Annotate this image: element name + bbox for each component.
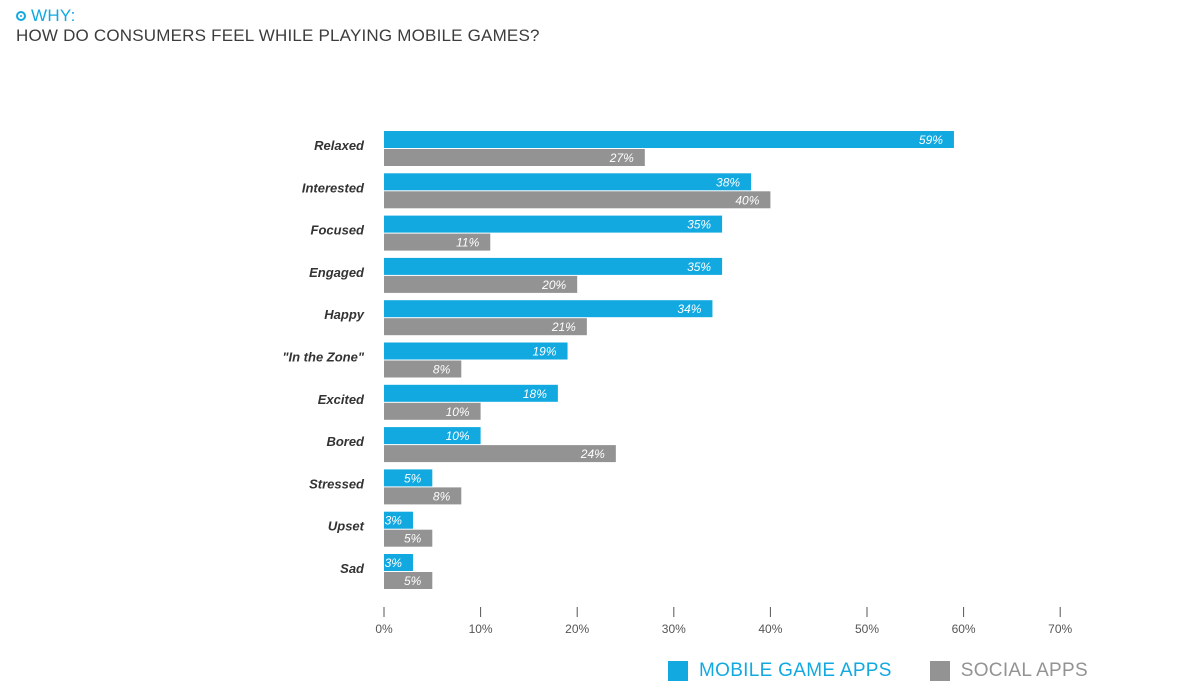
category-label-upset: Upset — [328, 519, 365, 534]
bar-social-bored — [384, 445, 616, 463]
value-label-mobile-upset: 3% — [385, 514, 403, 528]
bar-mobile-focused — [384, 215, 723, 233]
value-label-social-sad: 5% — [404, 574, 422, 588]
value-label-social-interested: 40% — [735, 193, 759, 207]
bar-mobile-interested — [384, 173, 752, 191]
eyebrow-text: WHY: — [31, 6, 76, 25]
x-tick-label-70: 70% — [1048, 622, 1072, 636]
category-label-bored: Bored — [326, 434, 365, 449]
value-label-social-upset: 5% — [404, 532, 422, 546]
x-tick-label-60: 60% — [952, 622, 976, 636]
bar-social-happy — [384, 318, 587, 336]
bar-mobile-bored — [384, 427, 481, 445]
value-label-social-focused: 11% — [456, 236, 479, 250]
category-label-engaged: Engaged — [309, 265, 365, 280]
page-title: HOW DO CONSUMERS FEEL WHILE PLAYING MOBI… — [16, 26, 540, 45]
legend-item-social: SOCIAL APPS — [929, 660, 1088, 682]
bar-social-focused — [384, 233, 491, 251]
bar-social-upset — [384, 529, 433, 547]
bar-mobile-happy — [384, 300, 713, 318]
value-label-mobile-relaxed: 59% — [919, 133, 943, 147]
category-label-interested: Interested — [302, 180, 365, 195]
value-label-social-engaged: 20% — [541, 278, 566, 292]
bar-mobile-relaxed — [384, 131, 954, 148]
category-label-sad: Sad — [340, 561, 365, 576]
bar-mobile-stressed — [384, 469, 433, 487]
x-tick-label-10: 10% — [469, 622, 493, 636]
bar-mobile-excited — [384, 384, 558, 402]
bar-social-excited — [384, 402, 481, 420]
bar-mobile-sad — [384, 554, 413, 571]
category-label-relaxed: Relaxed — [314, 138, 365, 153]
bar-social-interested — [384, 191, 771, 209]
x-tick-label-0: 0% — [375, 622, 393, 636]
legend-label-mobile: MOBILE GAME APPS — [699, 660, 892, 681]
value-label-mobile-engaged: 35% — [687, 260, 711, 274]
bar-social-sad — [384, 572, 433, 589]
bar-social-in-the-zone — [384, 360, 462, 378]
value-label-mobile-stressed: 5% — [404, 471, 422, 485]
legend-swatch-social — [929, 661, 950, 681]
value-label-mobile-sad: 3% — [385, 556, 403, 570]
value-label-mobile-happy: 34% — [677, 302, 701, 316]
section-eyebrow: WHY: — [16, 6, 76, 26]
legend-item-mobile: MOBILE GAME APPS — [668, 660, 892, 682]
category-label-happy: Happy — [324, 307, 365, 322]
category-label-excited: Excited — [318, 392, 365, 407]
value-label-mobile-focused: 35% — [687, 218, 711, 232]
x-tick-label-50: 50% — [855, 622, 879, 636]
category-label-in-the-zone: "In the Zone" — [282, 350, 364, 365]
value-label-social-bored: 24% — [580, 447, 605, 461]
value-label-social-in-the-zone: 8% — [433, 363, 451, 377]
value-label-mobile-in-the-zone: 19% — [533, 345, 557, 359]
value-label-social-relaxed: 27% — [609, 151, 634, 165]
value-label-mobile-interested: 38% — [716, 175, 740, 189]
legend-swatch-mobile — [668, 661, 688, 681]
bar-mobile-engaged — [384, 257, 723, 275]
bar-mobile-upset — [384, 511, 413, 529]
legend-label-social: SOCIAL APPS — [960, 660, 1088, 681]
value-label-mobile-excited: 18% — [523, 387, 547, 401]
value-label-mobile-bored: 10% — [446, 429, 470, 443]
category-label-focused: Focused — [311, 223, 366, 238]
target-icon — [16, 11, 26, 21]
category-label-stressed: Stressed — [309, 476, 365, 491]
value-label-social-happy: 21% — [551, 320, 576, 334]
x-tick-label-20: 20% — [565, 622, 589, 636]
value-label-social-stressed: 8% — [433, 489, 451, 503]
x-tick-label-30: 30% — [662, 622, 686, 636]
bar-social-engaged — [384, 275, 578, 293]
x-tick-label-40: 40% — [758, 622, 782, 636]
bar-mobile-in-the-zone — [384, 342, 568, 360]
bar-social-stressed — [384, 487, 462, 505]
bar-social-relaxed — [384, 149, 645, 166]
legend: MOBILE GAME APPS SOCIAL APPS — [668, 660, 1126, 682]
value-label-social-excited: 10% — [446, 405, 470, 419]
